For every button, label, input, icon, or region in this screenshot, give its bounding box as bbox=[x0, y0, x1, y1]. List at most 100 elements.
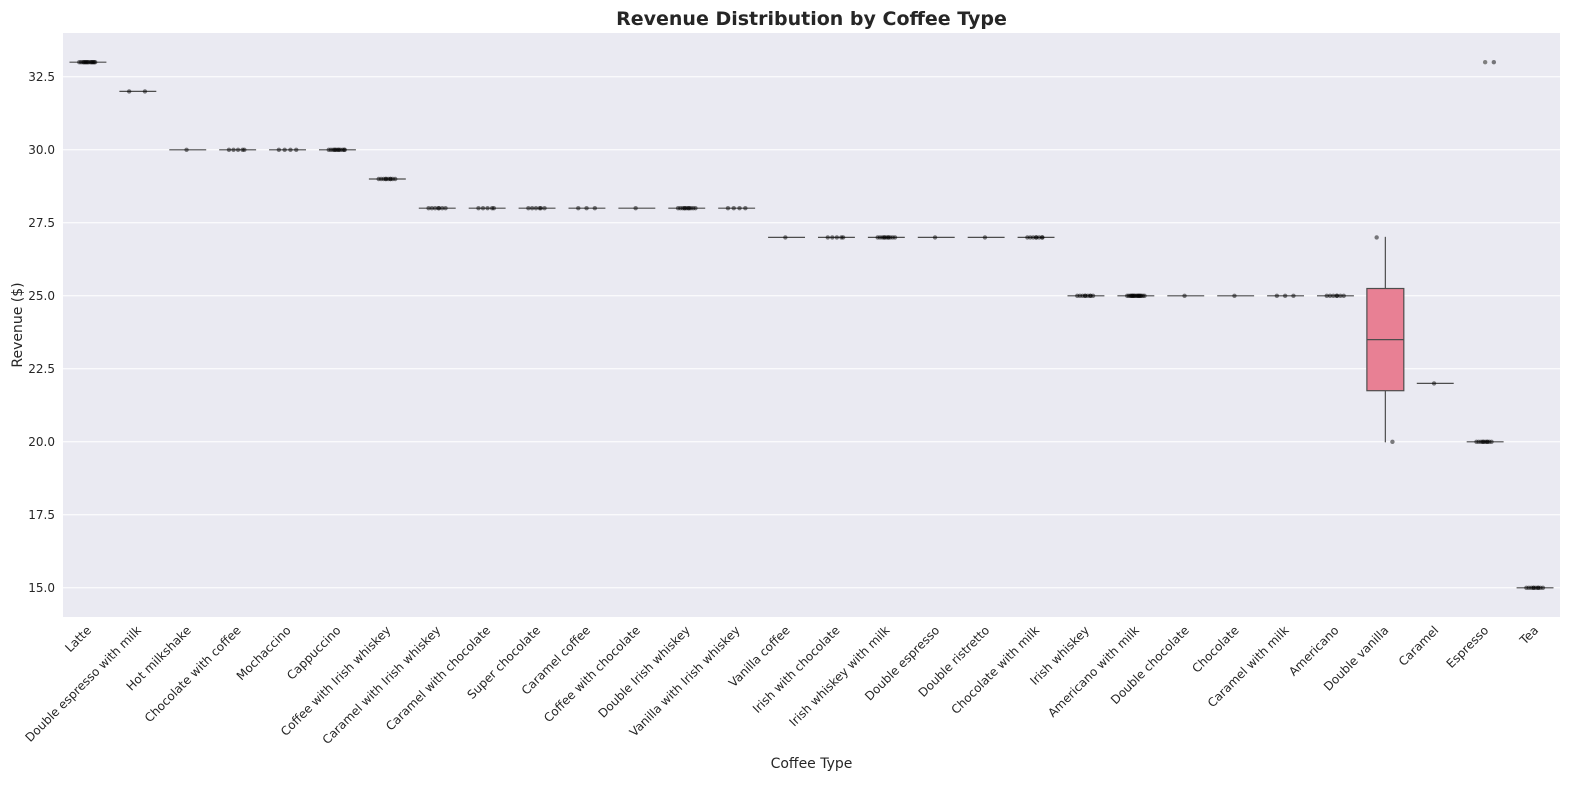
strip-points-29 bbox=[1524, 585, 1546, 590]
strip-point bbox=[1390, 439, 1395, 444]
strip-point bbox=[1282, 293, 1288, 298]
strip-point bbox=[235, 147, 241, 152]
strip-point bbox=[576, 206, 581, 211]
strip-point bbox=[840, 235, 846, 240]
plot-background bbox=[63, 33, 1560, 617]
strip-point bbox=[276, 147, 282, 152]
strip-point bbox=[1274, 293, 1280, 298]
y-tick-label: 25.0 bbox=[28, 289, 55, 303]
strip-point bbox=[892, 235, 898, 240]
strip-point bbox=[231, 147, 236, 152]
strip-point bbox=[1324, 293, 1329, 298]
strip-point bbox=[1291, 293, 1296, 298]
y-tick-label: 20.0 bbox=[28, 435, 55, 449]
y-axis-label: Revenue ($) bbox=[10, 282, 26, 367]
strip-point bbox=[341, 147, 347, 152]
strip-points-5 bbox=[326, 147, 347, 152]
strip-points-14 bbox=[783, 235, 788, 240]
strip-points-24 bbox=[1274, 293, 1296, 298]
strip-point bbox=[92, 60, 97, 65]
y-tick-label: 15.0 bbox=[28, 581, 55, 595]
strip-point bbox=[1232, 293, 1237, 298]
strip-point bbox=[282, 147, 287, 152]
strip-point bbox=[731, 206, 736, 211]
x-tick-label: Chocolate with coffee bbox=[142, 623, 244, 725]
strip-point bbox=[485, 206, 490, 211]
y-tick-label: 32.5 bbox=[28, 70, 55, 84]
strip-point bbox=[294, 147, 299, 152]
strip-point bbox=[440, 206, 445, 211]
strip-points-3 bbox=[226, 147, 247, 152]
strip-point bbox=[1489, 439, 1494, 444]
strip-point bbox=[526, 206, 531, 211]
strip-points-9 bbox=[526, 206, 547, 211]
strip-point bbox=[834, 235, 840, 240]
y-tick-label: 30.0 bbox=[28, 143, 55, 157]
x-tick-label: Irish whiskey with milk bbox=[786, 623, 892, 729]
strip-points-20 bbox=[1075, 293, 1096, 298]
y-tick-label: 27.5 bbox=[28, 216, 55, 230]
strip-points-6 bbox=[376, 176, 398, 182]
strip-point bbox=[538, 206, 543, 211]
strip-point bbox=[542, 206, 547, 211]
strip-point bbox=[491, 206, 497, 211]
strip-point bbox=[1334, 293, 1340, 298]
strip-point bbox=[432, 206, 438, 211]
strip-point bbox=[1491, 60, 1497, 65]
strip-points-0 bbox=[77, 60, 98, 65]
strip-point bbox=[743, 206, 748, 211]
box-26 bbox=[1366, 236, 1405, 443]
x-tick-label: Latte bbox=[62, 623, 94, 655]
strip-point bbox=[932, 235, 938, 240]
y-tick-labels: 15.0 17.5 20.0 22.5 25.0 27.5 30.0 32.5 bbox=[28, 70, 55, 595]
strip-points-1 bbox=[126, 89, 148, 94]
strip-point bbox=[1374, 235, 1379, 240]
strip-points-22 bbox=[1182, 293, 1187, 298]
strip-point bbox=[443, 206, 448, 211]
x-tick-label: Chocolate bbox=[1189, 623, 1241, 675]
strip-point bbox=[142, 89, 148, 94]
strip-points-17 bbox=[932, 235, 938, 240]
strip-point bbox=[825, 235, 830, 240]
strip-point bbox=[584, 206, 589, 211]
x-tick-label: Tea bbox=[1516, 623, 1541, 648]
strip-points-23 bbox=[1232, 293, 1237, 298]
strip-point bbox=[436, 206, 442, 211]
strip-points-26 bbox=[1374, 235, 1395, 444]
strip-points-18 bbox=[982, 235, 988, 240]
strip-point bbox=[1142, 293, 1147, 298]
strip-point bbox=[529, 206, 535, 211]
grid-lines bbox=[63, 76, 1560, 589]
strip-points-19 bbox=[1025, 235, 1045, 240]
strip-point bbox=[393, 176, 398, 182]
x-tick-label: Chocolate with milk bbox=[949, 623, 1043, 717]
strip-point bbox=[288, 147, 293, 152]
strip-point bbox=[429, 206, 435, 211]
strip-point bbox=[1431, 381, 1437, 386]
strip-point bbox=[184, 147, 189, 152]
strip-points-2 bbox=[184, 147, 189, 152]
strip-point bbox=[1182, 293, 1187, 298]
strip-points-4 bbox=[276, 147, 299, 152]
strip-point bbox=[126, 89, 132, 94]
strip-point bbox=[242, 147, 247, 152]
strip-point bbox=[1040, 235, 1045, 240]
strip-points-25 bbox=[1324, 293, 1346, 298]
x-tick-label: Caramel with chocolate bbox=[383, 623, 493, 733]
strip-points-13 bbox=[725, 206, 748, 211]
strip-point bbox=[725, 206, 731, 211]
x-tick-label: Espresso bbox=[1444, 623, 1492, 671]
y-tick-label: 17.5 bbox=[28, 508, 55, 522]
x-tick-label: Americano with milk bbox=[1045, 623, 1142, 720]
strip-points-15 bbox=[825, 235, 846, 240]
strip-point bbox=[476, 206, 481, 211]
box-layer bbox=[69, 60, 1554, 589]
strip-point bbox=[1540, 585, 1546, 590]
strip-point bbox=[480, 206, 486, 211]
strip-point bbox=[830, 235, 835, 240]
strip-points-16 bbox=[875, 235, 898, 240]
strip-points-28 bbox=[1474, 60, 1497, 444]
strip-points-7 bbox=[426, 206, 448, 211]
